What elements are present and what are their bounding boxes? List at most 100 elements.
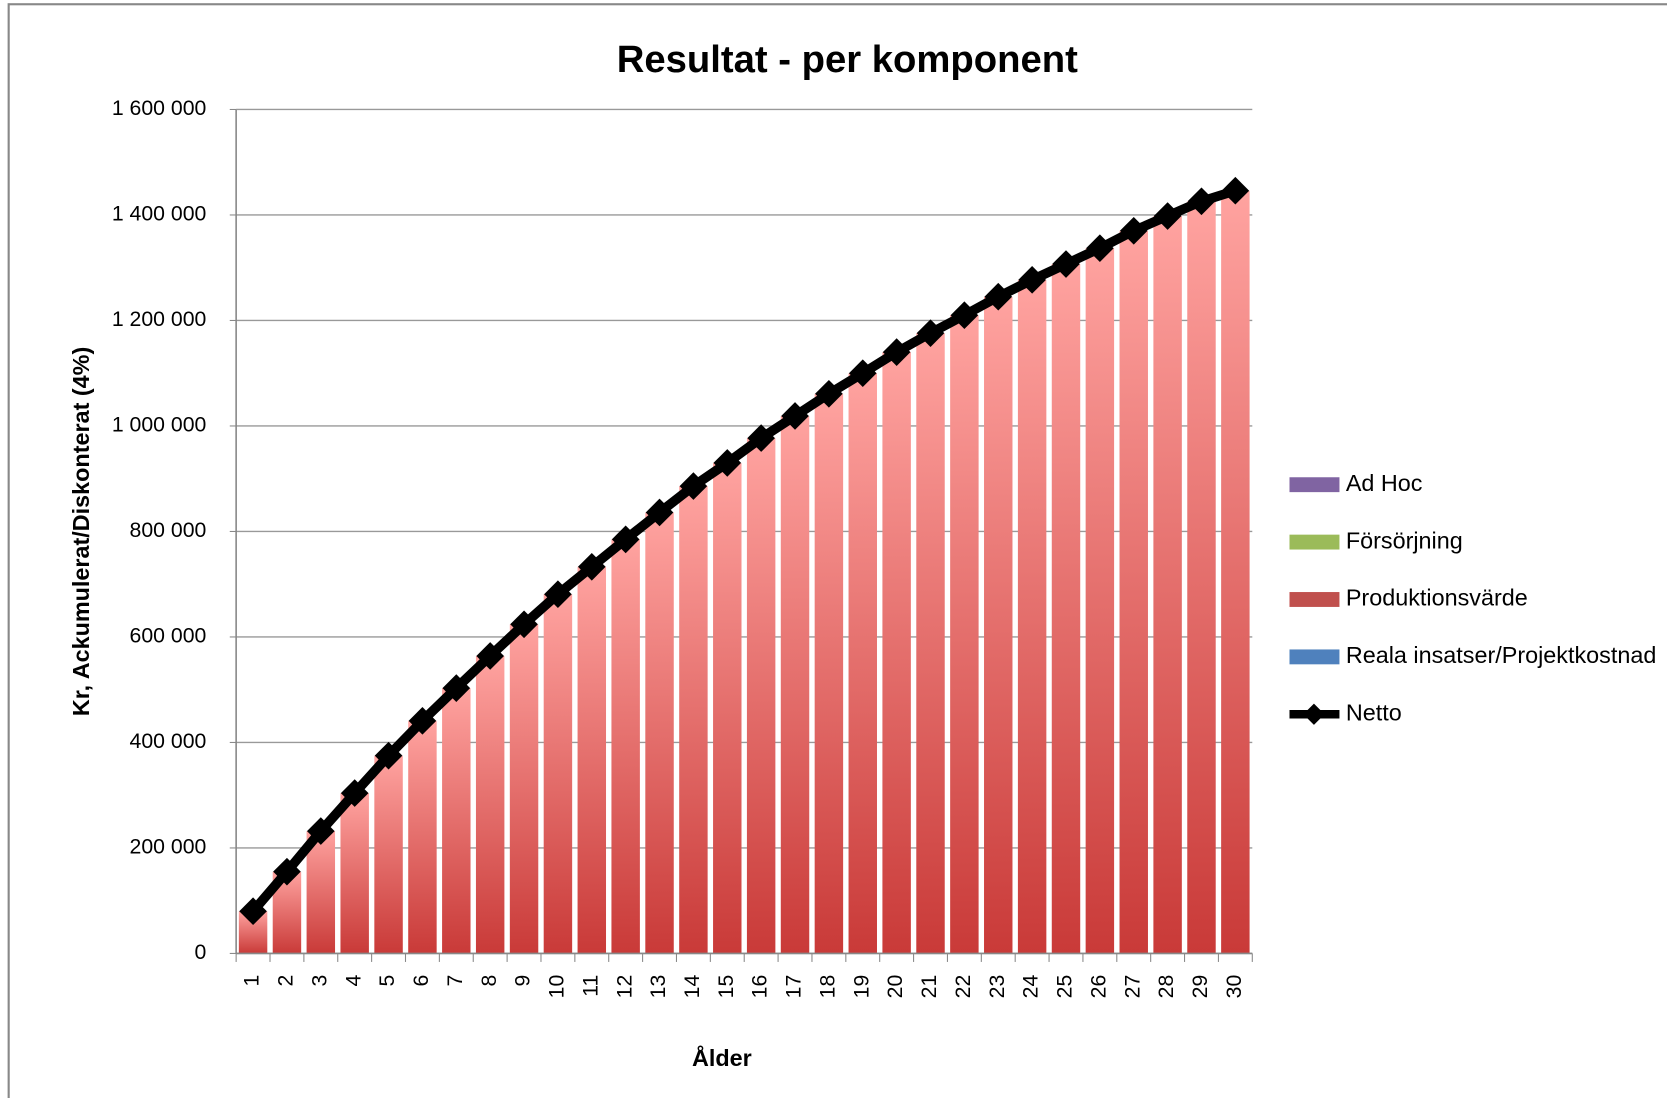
bar xyxy=(543,594,573,954)
x-tick-label: 27 xyxy=(1120,975,1144,999)
chart-title: Resultat - per komponent xyxy=(617,38,1078,81)
line-marker xyxy=(747,424,775,452)
y-tick-label: 1 000 000 xyxy=(112,413,207,437)
x-tick-label: 25 xyxy=(1053,975,1077,999)
x-tick-label: 18 xyxy=(816,975,840,999)
x-axis-title: Ålder xyxy=(692,1044,752,1071)
legend-label: Netto xyxy=(1346,699,1402,725)
line-marker xyxy=(645,498,674,527)
line-marker xyxy=(1018,266,1046,294)
legend-marker xyxy=(1303,703,1325,725)
line-marker xyxy=(408,707,437,735)
chart-border xyxy=(7,3,1667,1098)
x-tick-label: 14 xyxy=(680,975,704,999)
bar xyxy=(1221,190,1250,954)
line-marker xyxy=(611,525,640,554)
bar xyxy=(442,688,471,954)
x-tick-label: 22 xyxy=(951,975,975,999)
line-marker xyxy=(848,359,877,388)
x-tick-label: 19 xyxy=(849,975,873,999)
bar xyxy=(713,462,742,954)
x-tick-label: 1 xyxy=(240,975,264,987)
bar xyxy=(1017,279,1047,954)
x-tick-label: 4 xyxy=(341,975,365,987)
bar xyxy=(577,566,607,954)
bar xyxy=(611,539,640,954)
bar xyxy=(1085,248,1115,954)
bar xyxy=(814,393,844,954)
x-tick-label: 23 xyxy=(985,975,1009,999)
x-tick-label: 26 xyxy=(1086,975,1110,999)
legend-label: Reala insatser/Projektkostnad xyxy=(1346,642,1657,668)
x-tick-label: 7 xyxy=(443,975,467,987)
bar xyxy=(475,655,505,954)
x-tick-label: 10 xyxy=(545,975,569,999)
bar xyxy=(780,415,810,954)
x-tick-label: 29 xyxy=(1188,975,1212,999)
line-marker xyxy=(577,552,606,581)
bar xyxy=(1187,201,1216,954)
bar xyxy=(882,352,911,954)
y-tick-label: 600 000 xyxy=(130,624,207,648)
line-marker xyxy=(984,282,1013,311)
bar xyxy=(916,333,945,954)
x-tick-label: 30 xyxy=(1222,975,1246,999)
line-marker xyxy=(882,338,911,366)
bar xyxy=(1153,216,1182,954)
line-marker xyxy=(476,642,504,670)
y-tick-label: 400 000 xyxy=(130,729,207,753)
x-tick-label: 20 xyxy=(883,975,907,999)
bar xyxy=(645,512,674,954)
line-marker xyxy=(510,610,538,639)
bar xyxy=(374,755,403,954)
line-marker xyxy=(306,817,335,845)
line-marker xyxy=(340,779,369,807)
line-marker xyxy=(273,857,301,886)
x-tick-label: 16 xyxy=(748,975,772,999)
x-tick-label: 6 xyxy=(409,975,433,987)
x-tick-label: 11 xyxy=(578,975,602,997)
line-marker xyxy=(815,379,843,408)
x-tick-label: 28 xyxy=(1154,975,1178,999)
legend-swatch xyxy=(1289,534,1340,550)
x-tick-label: 13 xyxy=(646,975,670,999)
y-axis-title: Kr, Ackumulerat/Diskonterat (4%) xyxy=(68,347,94,716)
line-marker xyxy=(1221,176,1250,205)
bar xyxy=(950,315,979,954)
x-tick-label: 17 xyxy=(782,975,806,999)
y-tick-label: 200 000 xyxy=(130,835,207,859)
y-tick-label: 1 400 000 xyxy=(112,202,207,226)
legend-label: Ad Hoc xyxy=(1346,470,1423,496)
x-tick-label: 12 xyxy=(612,975,636,999)
bar xyxy=(1119,230,1148,954)
bar xyxy=(1051,264,1081,954)
legend-label: Försörjning xyxy=(1346,527,1463,553)
legend-swatch xyxy=(1289,592,1340,607)
line-marker xyxy=(1153,202,1182,230)
x-tick-label: 8 xyxy=(477,975,501,987)
x-tick-label: 21 xyxy=(917,975,941,999)
line-marker xyxy=(781,402,809,430)
bar xyxy=(848,373,877,954)
y-tick-label: 0 xyxy=(195,940,207,964)
bar xyxy=(746,438,776,954)
line-marker xyxy=(1052,250,1080,278)
y-tick-label: 1 600 000 xyxy=(112,96,207,120)
legend-swatch xyxy=(1289,649,1340,665)
bar xyxy=(306,831,336,954)
bar xyxy=(679,486,708,954)
legend-label: Produktionsvärde xyxy=(1346,585,1528,611)
bar xyxy=(340,793,369,954)
bar xyxy=(509,624,539,954)
x-tick-label: 9 xyxy=(511,975,535,987)
legend-swatch xyxy=(1289,477,1340,493)
y-tick-label: 1 200 000 xyxy=(112,307,207,331)
x-tick-label: 24 xyxy=(1019,975,1043,999)
x-tick-label: 3 xyxy=(307,975,331,987)
x-tick-label: 15 xyxy=(714,975,738,999)
bar xyxy=(984,296,1013,954)
line-marker xyxy=(713,449,742,477)
bar xyxy=(408,720,437,954)
